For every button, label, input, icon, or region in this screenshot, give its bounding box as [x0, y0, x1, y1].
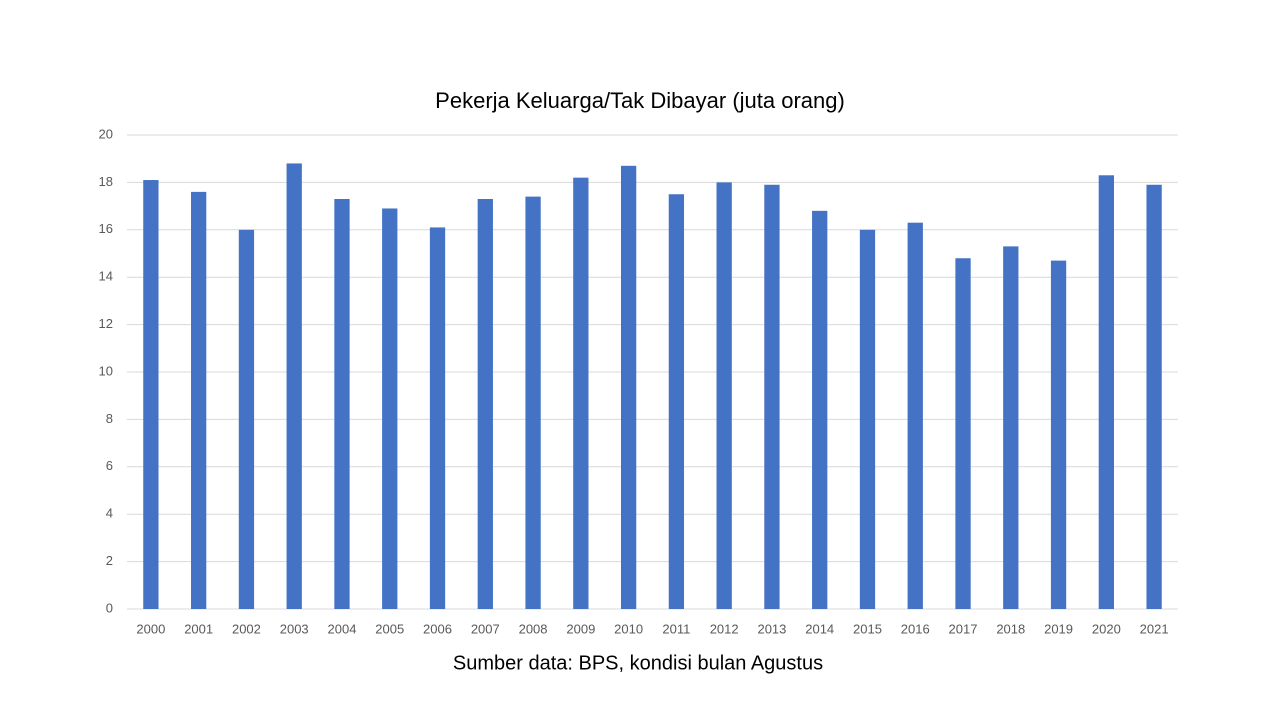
y-tick-label: 4 [106, 506, 113, 521]
y-tick-label: 14 [99, 269, 113, 284]
bar [1050, 260, 1067, 609]
bar [573, 177, 589, 609]
bar [477, 198, 493, 610]
bar [764, 184, 780, 609]
x-tick-label: 2001 [184, 621, 213, 636]
y-tick-label: 16 [99, 221, 113, 236]
bar [955, 258, 971, 609]
bar [382, 208, 398, 609]
bar [1146, 184, 1162, 609]
x-tick-label: 2009 [566, 621, 595, 636]
x-tick-label: 2004 [328, 621, 357, 636]
bar [620, 165, 637, 609]
y-tick-label: 0 [106, 600, 113, 615]
bar [286, 163, 302, 609]
y-tick-label: 6 [106, 458, 113, 473]
x-tick-label: 2021 [1140, 621, 1169, 636]
y-tick-label: 20 [99, 126, 113, 141]
source-note: Sumber data: BPS, kondisi bulan Agustus [453, 652, 823, 674]
chart-title: Pekerja Keluarga/Tak Dibayar (juta orang… [435, 88, 845, 113]
x-tick-label: 2018 [996, 621, 1025, 636]
x-tick-label: 2002 [232, 621, 261, 636]
x-tick-label: 2013 [757, 621, 786, 636]
y-tick-label: 18 [99, 174, 113, 189]
bar [191, 191, 207, 609]
x-tick-label: 2006 [423, 621, 452, 636]
y-tick-label: 10 [99, 363, 113, 378]
x-tick-label: 2020 [1092, 621, 1121, 636]
bar [1098, 175, 1114, 610]
bar [716, 182, 732, 609]
x-tick-label: 2010 [614, 621, 643, 636]
bar [525, 196, 541, 609]
bar [143, 180, 159, 609]
y-tick-label: 12 [99, 316, 113, 331]
bar [859, 229, 876, 610]
x-tick-label: 2007 [471, 621, 500, 636]
bar [334, 198, 350, 610]
x-tick-label: 2000 [136, 621, 165, 636]
bar [238, 229, 255, 610]
y-tick-label: 2 [106, 553, 113, 568]
x-tick-label: 2012 [710, 621, 739, 636]
bar [907, 222, 923, 609]
bar [1003, 246, 1019, 609]
x-tick-label: 2008 [519, 621, 548, 636]
x-tick-label: 2014 [805, 621, 834, 636]
x-tick-label: 2011 [662, 621, 690, 636]
x-tick-label: 2017 [949, 621, 978, 636]
x-tick-label: 2005 [375, 621, 404, 636]
x-tick-label: 2015 [853, 621, 882, 636]
bar [668, 194, 685, 609]
bar [429, 227, 446, 609]
x-tick-label: 2016 [901, 621, 930, 636]
y-tick-label: 8 [106, 411, 113, 426]
x-tick-label: 2003 [280, 621, 309, 636]
bar [812, 210, 828, 609]
x-tick-label: 2019 [1044, 621, 1073, 636]
